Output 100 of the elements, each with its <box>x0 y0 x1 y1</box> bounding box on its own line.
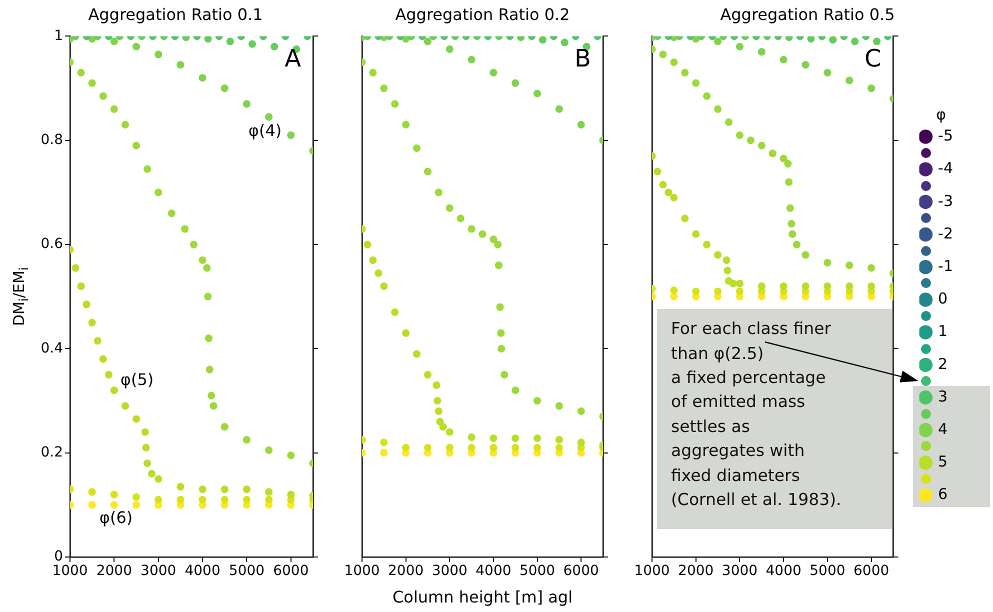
point <box>468 433 476 442</box>
x-tick-label: 6000 <box>563 563 599 580</box>
point <box>110 490 118 498</box>
point <box>824 68 832 76</box>
point <box>248 40 256 48</box>
point <box>780 154 788 162</box>
point <box>577 438 585 446</box>
x-tick-label: 1000 <box>634 563 670 580</box>
point <box>792 240 801 248</box>
x-tick-label: 2000 <box>388 563 424 580</box>
point <box>868 282 876 290</box>
x-tick-label: 3000 <box>140 563 176 580</box>
point <box>176 496 184 504</box>
point <box>724 266 732 274</box>
point <box>110 501 118 509</box>
point <box>446 444 454 452</box>
point <box>287 490 295 498</box>
point <box>142 444 150 452</box>
legend-label: -4 <box>938 159 954 178</box>
text-box: For each class finer than φ(2.5) a fixed percentage of emitted mass settles as aggregates with fixed diameters (Cornell et al. 1983). <box>657 309 892 530</box>
x-tick-label: 1000 <box>344 563 380 580</box>
point <box>287 452 295 460</box>
point <box>220 496 228 504</box>
point <box>72 264 80 272</box>
point <box>703 92 711 100</box>
point <box>722 256 730 264</box>
point <box>380 282 388 290</box>
point <box>132 415 140 423</box>
point <box>758 282 766 290</box>
point <box>703 240 711 248</box>
point <box>198 74 206 82</box>
point <box>369 68 377 76</box>
point <box>204 334 213 342</box>
x-axis-title: Column height [m] agl <box>392 588 573 607</box>
point <box>538 36 547 44</box>
point <box>496 303 504 311</box>
point <box>110 386 118 394</box>
point <box>494 262 503 270</box>
point <box>780 56 788 64</box>
point <box>168 209 176 218</box>
point <box>768 150 776 158</box>
y-tick-label: 0.2 <box>40 444 63 460</box>
x-tick-label: 2000 <box>96 563 132 580</box>
point <box>402 120 410 129</box>
y-tick-label: 0.4 <box>40 340 64 356</box>
y-tick-label: 1 <box>54 28 63 44</box>
point <box>154 496 162 504</box>
point <box>176 61 184 69</box>
annotation: φ(6) <box>99 508 133 528</box>
point <box>88 79 96 87</box>
legend-label: 1 <box>938 322 948 340</box>
point <box>242 100 251 108</box>
point <box>670 194 678 202</box>
point <box>77 68 85 76</box>
point <box>176 482 184 490</box>
annotation: φ(4) <box>248 121 282 140</box>
legend-label: -1 <box>938 256 954 275</box>
point <box>724 118 733 126</box>
point <box>802 251 810 259</box>
point <box>829 36 837 44</box>
point <box>807 36 815 43</box>
point <box>851 38 859 46</box>
point <box>206 366 214 374</box>
point <box>468 225 476 233</box>
x-tick-label: 3000 <box>722 563 758 580</box>
point <box>758 48 766 56</box>
point <box>494 240 502 248</box>
point <box>729 280 737 288</box>
point <box>746 136 754 144</box>
annotation: C <box>864 44 882 72</box>
point <box>654 168 662 176</box>
point <box>846 282 854 290</box>
point <box>154 50 162 58</box>
point <box>132 493 140 501</box>
legend-label: 2 <box>938 354 948 373</box>
point <box>785 178 793 186</box>
point <box>533 434 542 442</box>
point <box>439 423 447 431</box>
point <box>498 344 506 352</box>
point <box>456 214 464 222</box>
legend-label: 3 <box>938 387 948 406</box>
point <box>446 45 454 54</box>
point <box>872 38 881 46</box>
point <box>88 501 96 509</box>
x-tick-label: 2000 <box>678 563 714 580</box>
y-tick-label: 0.6 <box>40 236 64 252</box>
point <box>533 444 542 452</box>
point <box>736 131 744 139</box>
point <box>204 292 212 300</box>
point <box>533 396 542 405</box>
point <box>736 42 744 50</box>
point <box>181 225 189 233</box>
point <box>434 188 442 196</box>
chart-title: Aggregation Ratio 0.5 <box>720 4 895 24</box>
point <box>560 38 568 46</box>
point <box>265 113 273 121</box>
point <box>868 264 876 272</box>
point <box>77 282 85 290</box>
point <box>659 180 667 188</box>
chart-title: Aggregation Ratio 0.1 <box>88 4 263 24</box>
